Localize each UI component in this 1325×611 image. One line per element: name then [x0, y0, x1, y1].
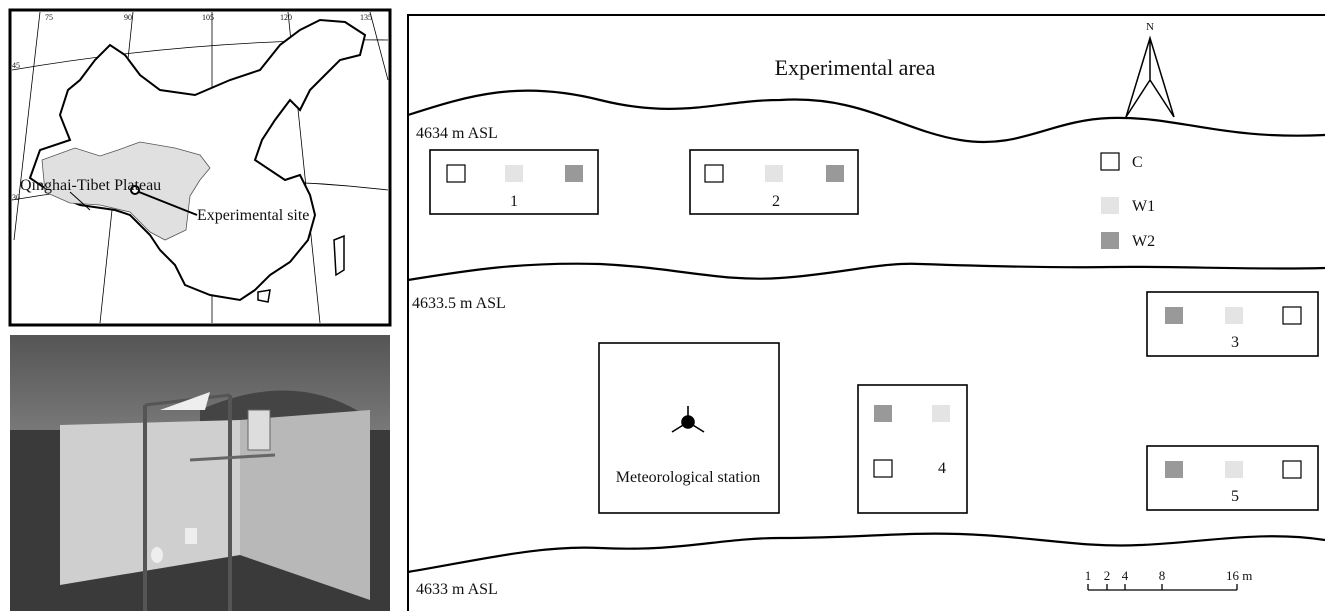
photo-sensor: [151, 547, 163, 563]
lon-line: [13, 11, 41, 241]
station-label: Meteorological station: [616, 469, 760, 486]
contour-line: [407, 89, 1325, 144]
scale-label: 4: [1122, 568, 1129, 583]
plot-c: [1282, 460, 1302, 479]
photo-shade: [160, 392, 210, 410]
plot-w2: [1165, 461, 1183, 478]
plot-w2: [826, 165, 844, 182]
site-photo: [10, 335, 390, 611]
legend-label: C: [1132, 154, 1143, 171]
legend-swatch: [1101, 197, 1119, 214]
plot-w2: [565, 165, 583, 182]
lon-label: 75: [45, 13, 53, 22]
plot-w1: [932, 405, 950, 422]
plot-w1: [505, 165, 523, 182]
lat-label: 30: [12, 193, 20, 202]
region-label: Qinghai-Tibet Plateau: [20, 177, 161, 194]
hainan: [257, 289, 271, 303]
map-panel: Qinghai-Tibet Plateau Experimental site …: [8, 8, 392, 327]
lon-label: 135: [360, 13, 372, 22]
site-pointer: [138, 191, 198, 216]
lon-line: [369, 11, 389, 81]
scale-label: 1: [1085, 568, 1092, 583]
scale-label: 2: [1104, 568, 1111, 583]
scale-bar: [1087, 584, 1238, 591]
elevation-label: 4634 m ASL: [416, 125, 498, 142]
contour-line: [407, 532, 1325, 574]
plot-label: 4: [938, 460, 946, 477]
scale-label: 16 m: [1226, 568, 1252, 583]
lon-label: 90: [124, 13, 132, 22]
plot-c: [1282, 306, 1302, 325]
plot-w1: [1225, 307, 1243, 324]
symbol-center: [681, 415, 695, 429]
station-symbol: [671, 406, 705, 433]
plot-w2: [1165, 307, 1183, 324]
plot-c: [704, 164, 724, 183]
layout-title: Experimental area: [775, 55, 936, 80]
plot-c: [446, 164, 466, 183]
lon-label: 105: [202, 13, 214, 22]
plot-w1: [765, 165, 783, 182]
photo-fence: [240, 410, 370, 600]
north-label: N: [1146, 21, 1154, 33]
region-pointer: [69, 191, 91, 211]
plot-c: [873, 459, 893, 478]
site-marker: [130, 185, 140, 195]
legend-label: W2: [1132, 233, 1155, 250]
elevation-label: 4633.5 m ASL: [412, 295, 506, 312]
lat-label: 45: [12, 61, 20, 70]
plot: [857, 384, 968, 514]
scale-label: 8: [1159, 568, 1166, 583]
elevation-label: 4633 m ASL: [416, 581, 498, 598]
photo-logger: [247, 409, 271, 451]
legend-swatch: [1100, 152, 1120, 171]
plot-label: 3: [1231, 334, 1239, 351]
plot-w2: [874, 405, 892, 422]
layout-panel: Experimental area N 4634 m ASL 4633.5 m …: [407, 14, 1325, 611]
photo-bar: [189, 453, 276, 462]
photo-bar: [144, 393, 231, 407]
north-arrow: [1125, 35, 1175, 118]
legend-label: W1: [1132, 198, 1155, 215]
taiwan: [333, 234, 345, 277]
photo-sensor: [185, 528, 197, 544]
layout-frame: [407, 14, 1325, 611]
plot-w1: [1225, 461, 1243, 478]
plot-label: 5: [1231, 488, 1239, 505]
legend-swatch: [1101, 232, 1119, 249]
contour-line: [407, 262, 1325, 282]
site-label: Experimental site: [197, 207, 309, 224]
lon-label: 120: [280, 13, 292, 22]
plot-label: 1: [510, 193, 518, 210]
plot-label: 2: [772, 193, 780, 210]
plateau-area: [41, 141, 211, 241]
